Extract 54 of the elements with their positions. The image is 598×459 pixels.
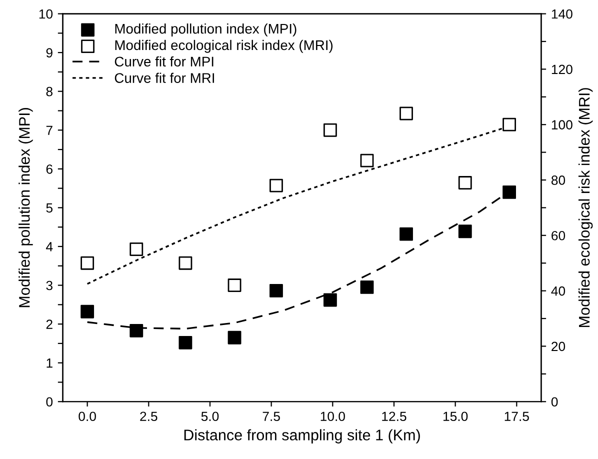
y-tick-label: 1 [46,358,52,368]
point [360,280,374,294]
y2-tick-label: 120 [552,64,572,74]
x-tick-label: 17.5 [504,412,529,422]
y-tick-label: 9 [46,48,52,58]
y2-tick-label: 40 [551,286,566,296]
x-tick-label: 5.0 [201,412,219,422]
point [323,123,337,137]
legend-label: Modified pollution index (MPI) [115,23,296,36]
point [458,224,472,238]
legend-label: Curve fit for MPI [114,56,214,67]
y2-tick-label: 20 [552,342,566,352]
x-tick-label: 7.5 [262,412,280,422]
legend-label: Curve fit for MRI [114,72,214,83]
y-tick-label: 10 [39,9,53,19]
y-tick-label: 7 [46,126,52,135]
y-tick-label: 5 [46,203,53,213]
point [400,106,413,120]
y-tick-label: 2 [46,320,52,329]
x-tick-label: 2.5 [140,412,158,422]
point [360,154,374,168]
point [270,284,283,298]
y-tick-label: 0 [46,397,53,407]
point [502,185,516,199]
y-tick-label: 6 [46,164,52,174]
y-tick-label: 8 [46,86,52,96]
legend-label: Modified ecological risk index (MRI) [115,40,333,53]
y-axis-title: Modified pollution index (MPI) [18,108,33,308]
x-tick-label: 12.5 [382,412,406,422]
point [130,242,144,256]
point [323,293,337,307]
point [80,304,94,318]
y2-tick-label: 140 [552,9,572,19]
y2-axis-title: Modified ecological risk index (MRI) [578,88,593,328]
point [270,178,283,192]
y-tick-label: 4 [46,242,53,252]
x-tick-label: 0.0 [78,412,96,422]
point [130,324,144,338]
point [502,118,516,132]
y2-tick-label: 0 [551,397,558,407]
y-tick-label: 3 [46,280,52,290]
point [178,336,192,350]
x-tick-label: 10.0 [320,412,345,422]
point [80,256,94,270]
point [458,176,472,190]
point [400,227,413,241]
point [228,278,242,292]
x-tick-label: 15.0 [443,412,468,422]
x-axis-title: Distance from sampling site 1 (Km) [184,429,420,444]
point [228,330,242,344]
y2-tick-label: 60 [552,230,566,240]
point [178,256,192,270]
y2-tick-label: 100 [552,120,572,130]
y2-tick-label: 80 [551,176,566,185]
